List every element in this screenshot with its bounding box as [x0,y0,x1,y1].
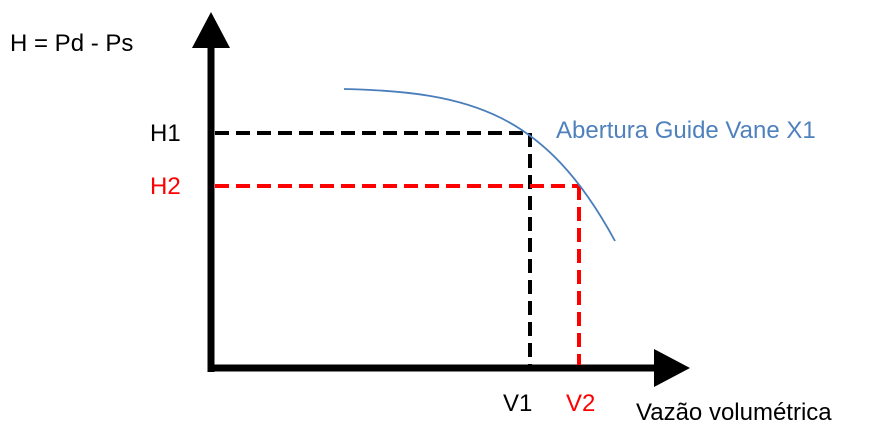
curve-label: Abertura Guide Vane X1 [556,117,816,144]
h1-label: H1 [150,120,181,147]
y-axis-arrowhead [192,12,230,48]
v1-label: V1 [503,390,533,417]
guide-vane-curve [343,88,616,242]
h2-label: H2 [150,173,181,200]
x-axis-label: Vazão volumétrica [636,399,832,426]
v2-label: V2 [566,390,596,417]
x-axis-arrowhead [654,349,690,387]
y-axis-label: H = Pd - Ps [10,30,134,57]
